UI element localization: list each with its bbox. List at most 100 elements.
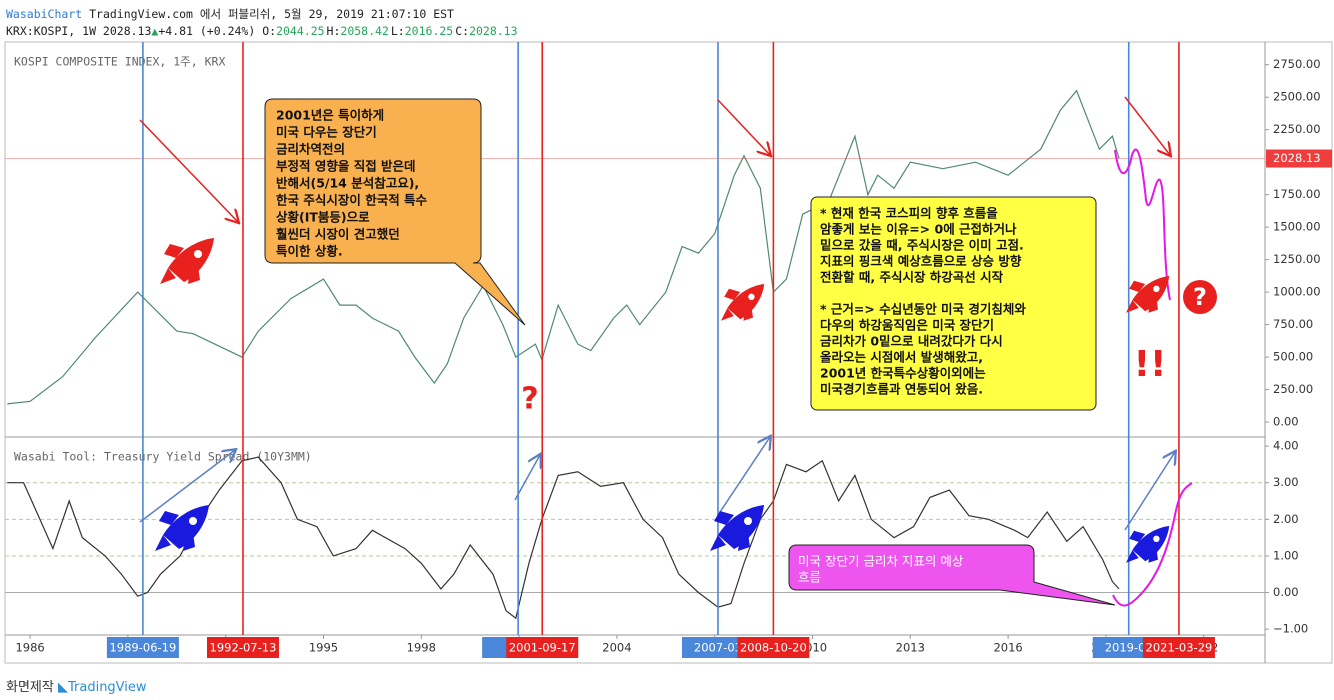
drawings: ? ? !! [139,96,1217,607]
y-tick-label: 1000.00 [1273,285,1321,299]
footer: 화면제작 ◣TradingView [6,676,147,695]
ohlc-label: O: [262,24,277,38]
date-flag [106,637,179,658]
y-tick-label: 2750.00 [1273,57,1321,71]
y-tick-label: 1250.00 [1273,252,1321,266]
x-tick-label: 1986 [15,641,44,655]
arrow [717,99,770,155]
x-tick-label: 2013 [896,641,925,655]
arrow: ▲ [151,24,159,38]
y-tick-label: 1500.00 [1273,220,1321,234]
callout-line: 미국 다우는 장단기 [276,125,377,140]
y-tick-label: 3.00 [1273,475,1299,489]
callout-line: 전환할 때, 주식시장 하강곡선 시작 [820,270,1004,285]
published: TradingView.com 에서 퍼블리쉬, 5월 29, 2019 21:… [89,7,454,21]
last-price-label: 2028.13 [1273,151,1321,165]
question-mark: ? [521,382,538,417]
rocket [155,505,209,551]
callout-line: 한국 주식시장이 한국적 특수 [276,193,428,208]
x-tick-label: 2004 [602,641,631,655]
arrow [139,119,238,222]
callout-line: 2001년 한국특수상황이외에는 [820,366,986,381]
date-flag [206,637,279,658]
callout-line: * 근거=> 수십년동안 미국 경기침체와 [820,302,1026,317]
arrow [717,437,770,516]
callout-line: 올라오는 시점에서 발생해왔고, [820,350,983,365]
callout-line: 지표의 핑크색 예상흐름으로 상승 방향 [820,254,1022,269]
symbol-line: KRX:KOSPI, 1W 2028.13▲+4.81 (+0.24%) O:2… [6,24,520,38]
date-flag-label: 1989-06-19 [109,641,176,655]
brand: WasabiChart [6,7,83,21]
ohlc-value: 2058.42 [340,24,389,38]
question-mark: ? [1193,283,1207,311]
rocket [721,284,765,321]
y-tick-label: −1.00 [1273,622,1308,636]
callout-line: 밑으로 갔을 때, 주식시장은 이미 고점. [820,238,1024,253]
arrow [1124,452,1175,531]
y-tick-label: 0.00 [1273,415,1299,429]
data-line [7,89,1120,405]
header-line: WasabiChart TradingView.com 에서 퍼블리쉬, 5월 … [6,6,454,22]
date-flag-label: 2001-09-17 [509,641,576,655]
y-tick-label: 2.00 [1273,512,1299,526]
date-flag-label: 2021-03-29 [1146,641,1213,655]
pane-title: KOSPI COMPOSITE INDEX, 1주, KRX [14,55,225,69]
callout-line: 훨씬더 시장이 견고했던 [276,227,400,242]
footer-brand-text: TradingView [67,680,147,695]
pane-title: Wasabi Tool: Treasury Yield Spread (10Y3… [14,450,312,464]
ohlc-value: 2044.25 [276,24,325,38]
y-tick-label: 0.00 [1273,585,1299,599]
callout-line: 2001년은 특이하게 [276,108,384,123]
projection [1112,482,1193,607]
callout-line: 다우의 하강움직임은 미국 장단기 [820,318,994,333]
date-flag [737,637,810,658]
plot: 0.00 250.00 500.00 750.00 1000.00 1250.00 1500… [5,42,1332,658]
projection [1114,148,1171,301]
y-tick-label: 2250.00 [1273,122,1321,136]
x-tick-label: 1998 [407,641,436,655]
callout-line: 부정적 영향을 직접 받은데 [276,159,416,174]
ohlc-label: L: [390,24,405,38]
symbol: KRX:KOSPI, 1W 2028.13 [6,24,152,38]
rocket [160,238,214,284]
last-price-box [1266,149,1332,168]
date-flag-label: 2007-03 [694,641,742,655]
callout-box [788,544,1116,606]
callout-box [264,98,526,326]
arrow [1124,96,1170,155]
callout-line: 미국경기흐름과 연동되어 왔음. [820,382,983,397]
callout-line: 반해서(5/14 분석참고요), [276,176,419,191]
callout-line: * 현재 한국 코스피의 향후 흐름을 [820,206,998,221]
frame [4,41,1333,664]
exclamation: !! [1134,344,1167,385]
y-tick-label: 250.00 [1273,382,1313,396]
arrow [514,455,540,501]
callout-line: 암좋게 보는 이유=> 0에 근접하거나 [820,222,1017,237]
callout-line: 금리차역전의 [276,142,345,157]
callout-line: 미국 장단기 금리차 지표의 예상 [798,554,964,569]
circle [1183,280,1217,314]
ohlc-value: 2028.13 [469,24,518,38]
y-tick-label: 4.00 [1273,439,1299,453]
y-tick-label: 1.00 [1273,548,1299,562]
callout-line: 특이한 상황. [276,244,343,259]
y-tick-label: 500.00 [1273,350,1313,364]
date-flag-label: 2008-10-20 [740,641,807,655]
callout-box [810,196,1097,411]
ohlc-label: H: [326,24,341,38]
footer-made: 화면제작 [6,680,54,695]
data-line [7,456,1120,620]
y-tick-label: 1750.00 [1273,187,1321,201]
callout-line: 흐름 [798,570,821,585]
date-flag-label: 1992-07-13 [210,641,277,655]
chart: 0.00 250.00 500.00 750.00 1000.00 1250.00 1500… [4,41,1333,664]
y-tick-label: 750.00 [1273,317,1313,331]
date-flag [1142,637,1215,658]
arrow [139,450,235,523]
ohlc-label: C: [455,24,470,38]
date-flag-label: 2019-09 [1105,641,1153,655]
footer-brand: ◣TradingView [57,680,147,695]
callout-line: 금리차가 0밑으로 내려갔다가 다시 [820,334,1003,349]
callout-line: 상황(IT붐등)으로 [276,210,370,225]
